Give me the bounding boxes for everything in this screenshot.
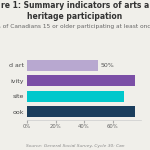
Bar [27,75,135,86]
Bar [27,60,98,71]
Text: Source: General Social Survey, Cycle 30: Can: Source: General Social Survey, Cycle 30:… [26,144,124,148]
Text: heritage participation: heritage participation [27,12,123,21]
Text: 50%: 50% [100,63,114,68]
Text: % of Canadians 15 or older participating at least once: % of Canadians 15 or older participating… [0,24,150,29]
Bar [27,91,124,102]
Bar [27,106,135,117]
Text: re 1: Summary indicators of arts a: re 1: Summary indicators of arts a [1,2,149,10]
